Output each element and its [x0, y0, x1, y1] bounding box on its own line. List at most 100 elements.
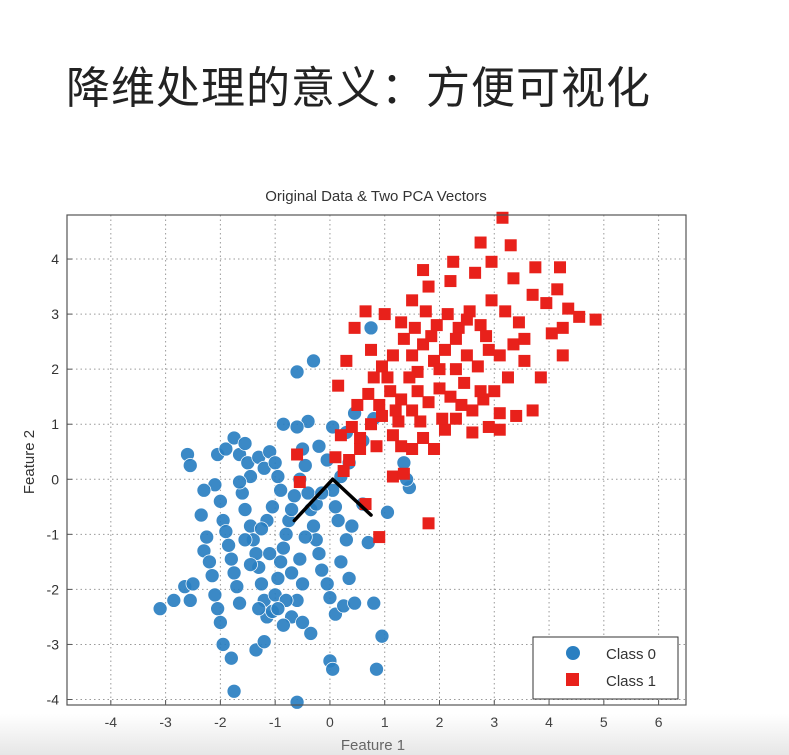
- class-0-point: [202, 554, 217, 570]
- pca-vector: [330, 477, 373, 517]
- class-1-point: [447, 255, 460, 268]
- class-1-point: [496, 211, 509, 224]
- y-tick-label: -4: [47, 691, 60, 707]
- class-0-point: [366, 595, 382, 611]
- legend-box: [532, 636, 679, 700]
- class-1-point: [469, 266, 482, 279]
- class-0-point: [322, 590, 338, 605]
- class-0-point: [237, 532, 253, 548]
- class-1-point: [534, 371, 547, 384]
- class-0-point: [374, 628, 390, 644]
- class-1-point: [343, 454, 356, 466]
- class-0-point: [166, 593, 182, 608]
- class-0-point: [330, 513, 346, 528]
- class-0-point: [251, 601, 267, 617]
- class-1-point: [348, 321, 361, 334]
- class-1-point: [493, 407, 506, 420]
- class-1-point: [449, 412, 462, 425]
- class-1-point: [455, 398, 468, 411]
- class-1-point: [422, 517, 435, 530]
- class-1-point: [551, 283, 564, 296]
- y-tick-label: 1: [51, 416, 59, 432]
- class-0-point: [182, 458, 198, 473]
- class-0-point: [347, 595, 362, 611]
- class-0-point: [286, 488, 302, 504]
- class-1-point: [449, 332, 462, 345]
- class-0-point: [215, 637, 231, 652]
- class-1-point: [367, 371, 380, 384]
- class-0-point: [295, 615, 310, 630]
- class-0-point: [213, 615, 228, 630]
- class-1-point: [406, 442, 419, 455]
- class-1-point: [422, 396, 435, 409]
- class-0-point: [276, 540, 291, 556]
- class-1-point: [444, 390, 457, 403]
- class-0-point: [210, 601, 225, 617]
- class-1-point: [334, 429, 347, 442]
- class-1-point: [480, 330, 493, 343]
- class-1-point: [417, 264, 430, 277]
- class-1-point: [422, 280, 435, 293]
- y-tick-label: -1: [47, 526, 60, 542]
- class-1-point: [406, 294, 419, 307]
- class-1-point: [554, 261, 567, 274]
- class-0-point: [213, 493, 228, 509]
- class-1-point: [438, 343, 451, 356]
- class-1-point: [381, 371, 394, 384]
- class-1-point: [386, 470, 399, 483]
- class-1-point: [540, 297, 553, 310]
- class-1-point: [510, 409, 523, 422]
- class-0-point: [226, 683, 242, 699]
- y-axis-label: Feature 2: [21, 430, 38, 494]
- class-0-point: [278, 526, 294, 542]
- class-0-point: [237, 502, 253, 517]
- class-1-point: [362, 387, 375, 400]
- class-0-point: [396, 455, 412, 471]
- class-0-point: [223, 650, 239, 666]
- class-1-point: [436, 412, 449, 425]
- class-1-point: [529, 261, 542, 274]
- class-1-series: [291, 211, 602, 544]
- class-1-point: [351, 398, 364, 411]
- class-0-point: [232, 595, 247, 611]
- class-1-point: [375, 360, 388, 373]
- x-tick-label: 0: [326, 714, 334, 730]
- class-0-point: [232, 474, 247, 490]
- x-tick-label: 4: [545, 714, 553, 730]
- class-0-point: [256, 634, 272, 650]
- class-0-point: [270, 571, 286, 586]
- class-0-point: [185, 576, 201, 592]
- x-tick-label: 3: [490, 714, 498, 730]
- class-1-point: [485, 294, 498, 307]
- class-0-point: [311, 546, 327, 561]
- chart-title: Original Data & Two PCA Vectors: [265, 188, 487, 205]
- class-1-point: [512, 316, 525, 329]
- class-1-point: [485, 255, 498, 268]
- class-1-point: [397, 332, 410, 345]
- class-1-point: [556, 349, 569, 362]
- class-0-point: [333, 554, 349, 570]
- class-0-point: [295, 576, 310, 592]
- class-1-point: [556, 321, 569, 334]
- class-1-point: [474, 319, 487, 332]
- class-0-point: [199, 529, 215, 545]
- class-1-point: [395, 316, 408, 329]
- class-1-point: [507, 338, 520, 351]
- class-1-point: [345, 420, 358, 433]
- y-tick-label: -3: [47, 636, 60, 652]
- class-0-point: [292, 551, 308, 567]
- class-0-point: [207, 587, 223, 603]
- class-0-point: [341, 571, 357, 586]
- class-1-point: [406, 349, 419, 362]
- class-0-point: [289, 419, 305, 435]
- class-0-point: [193, 507, 209, 523]
- class-0-point: [254, 576, 269, 592]
- legend: Class 0 Class 1: [532, 636, 679, 700]
- class-1-point: [466, 426, 479, 439]
- class-1-point: [406, 404, 419, 417]
- class-1-point: [428, 442, 441, 455]
- class-1-point: [417, 431, 430, 444]
- class-0-point: [223, 551, 239, 567]
- x-tick-label: -4: [105, 714, 118, 730]
- class-1-point: [395, 440, 408, 453]
